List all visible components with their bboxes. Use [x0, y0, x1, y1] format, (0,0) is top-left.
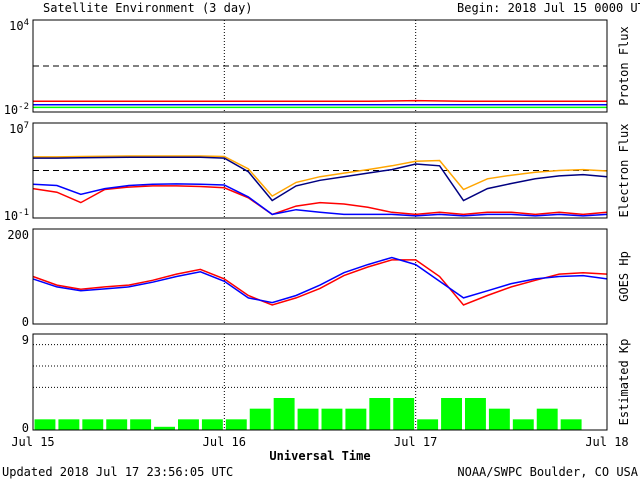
panel-frame — [32, 19, 608, 113]
x-tick-label: Jul 16 — [203, 435, 246, 449]
series-line-blue — [32, 256, 608, 304]
y-tick-label: 10-2 — [4, 102, 29, 117]
panel-frame — [32, 333, 608, 431]
kp-bar — [488, 408, 510, 430]
series-line-red — [32, 185, 608, 216]
x-axis-label: Universal Time — [269, 449, 370, 463]
kp-bar — [273, 398, 295, 430]
y-tick-label: 0 — [22, 315, 29, 329]
kp-bar — [297, 408, 319, 430]
kp-bar — [58, 419, 80, 430]
series-line-navy — [33, 156, 608, 202]
kp-bar — [441, 398, 462, 430]
kp-bar — [345, 408, 367, 430]
kp-bar — [154, 426, 175, 430]
kp-bar — [249, 408, 271, 430]
series-line-orange — [33, 155, 608, 198]
kp-bar — [536, 408, 558, 430]
kp-bar — [560, 419, 582, 430]
series-line-red — [33, 99, 607, 103]
panel-frame — [32, 122, 608, 219]
kp-bar — [512, 419, 534, 430]
kp-bar — [82, 419, 104, 430]
updated-timestamp: Updated 2018 Jul 17 23:56:05 UTC — [2, 465, 233, 479]
begin-label: Begin: 2018 Jul 15 0000 UTC — [457, 1, 640, 15]
y-tick-label: 200 — [7, 228, 29, 242]
kp-bar — [393, 398, 415, 430]
y-tick-label: 107 — [9, 121, 29, 136]
x-tick-label: Jul 18 — [585, 435, 628, 449]
kp-bar — [225, 419, 247, 430]
y-axis-label: GOES Hp — [617, 251, 631, 302]
y-tick-label: 9 — [22, 333, 29, 347]
kp-bar — [34, 419, 56, 430]
kp-bar — [201, 419, 223, 430]
kp-bar — [417, 419, 439, 430]
kp-bar — [465, 398, 486, 430]
y-tick-label: 0 — [22, 421, 29, 435]
y-axis-label: Electron Flux — [617, 124, 631, 218]
source-credit: NOAA/SWPC Boulder, CO USA — [457, 465, 638, 479]
kp-bar — [369, 398, 391, 430]
y-tick-label: 104 — [9, 18, 29, 33]
y-axis-label: Estimated Kp — [617, 339, 631, 426]
x-tick-label: Jul 17 — [394, 435, 437, 449]
kp-bar — [106, 419, 128, 430]
kp-bar — [130, 419, 152, 430]
kp-bar — [321, 408, 343, 430]
y-axis-label: Proton Flux — [617, 26, 631, 105]
chart-title: Satellite Environment (3 day) — [43, 1, 253, 15]
series-line-blue — [32, 183, 608, 217]
x-tick-label: Jul 15 — [11, 435, 54, 449]
panel-frame — [32, 228, 608, 325]
y-tick-label: 10-1 — [4, 208, 29, 223]
kp-bar — [178, 419, 199, 430]
series-line-red — [32, 259, 608, 306]
